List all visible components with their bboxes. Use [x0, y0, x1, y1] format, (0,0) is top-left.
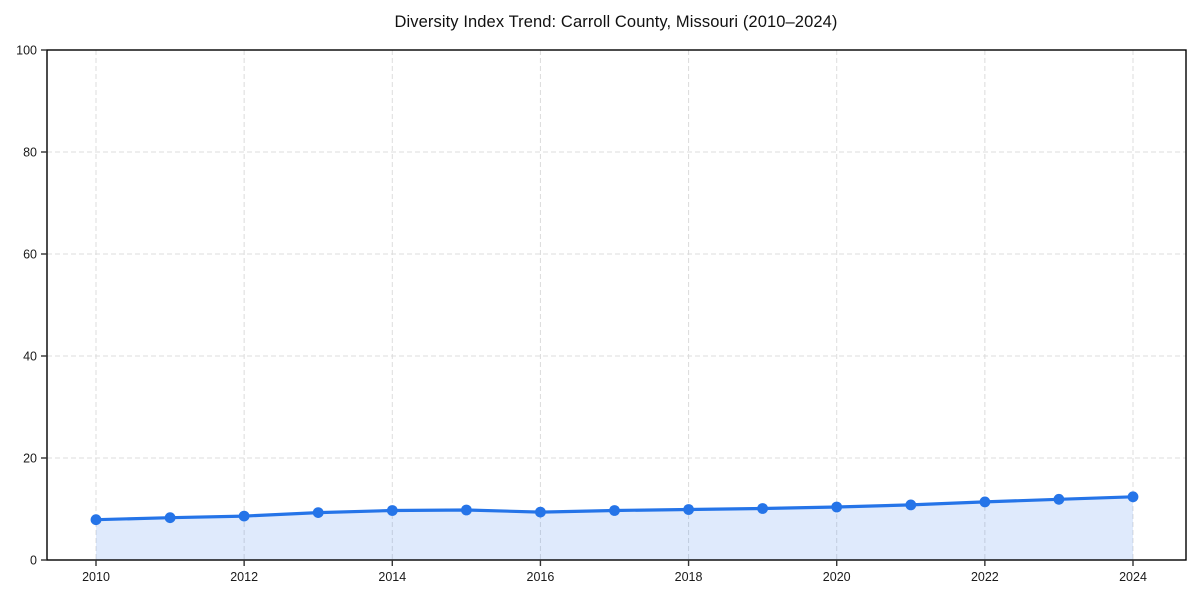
- x-tick-label: 2024: [1119, 570, 1147, 584]
- data-point-marker: [461, 504, 472, 516]
- x-tick-label: 2012: [230, 570, 258, 584]
- chart-title: Diversity Index Trend: Carroll County, M…: [394, 13, 838, 31]
- data-point-layer: [90, 491, 1139, 526]
- data-point-marker: [609, 505, 620, 516]
- data-point-marker: [683, 504, 694, 515]
- data-point-marker: [831, 501, 843, 513]
- y-tick-label: 20: [23, 452, 37, 466]
- y-tick-label: 100: [16, 44, 37, 58]
- x-tick-label: 2016: [527, 570, 555, 584]
- data-point-marker: [1053, 493, 1065, 505]
- data-point-marker: [905, 499, 917, 511]
- data-point-marker: [312, 507, 324, 518]
- x-tick-label: 2014: [378, 570, 406, 584]
- plot-frame: [46, 49, 1187, 561]
- data-point-marker: [757, 503, 768, 514]
- data-point-marker: [164, 512, 176, 524]
- x-tick-label: 2010: [82, 570, 110, 584]
- grid-layer: [47, 49, 1186, 560]
- data-point-marker: [386, 505, 398, 516]
- y-tick-label: 0: [30, 554, 37, 568]
- y-tick-label: 40: [23, 350, 37, 364]
- y-tick-label: 80: [23, 146, 37, 160]
- x-tick-label: 2022: [971, 570, 999, 584]
- y-tick-label: 60: [23, 248, 37, 262]
- data-point-marker: [535, 506, 546, 518]
- axis-layer: 0 20 40 60 80 100 2010 2012 2014 2016 2018 2020 2022…: [16, 44, 1187, 584]
- data-point-marker: [979, 496, 991, 508]
- x-tick-label: 2018: [675, 570, 703, 584]
- data-point-marker: [238, 510, 250, 522]
- data-point-marker: [1127, 491, 1139, 503]
- x-tick-label: 2020: [823, 570, 851, 584]
- data-point-marker: [90, 514, 102, 526]
